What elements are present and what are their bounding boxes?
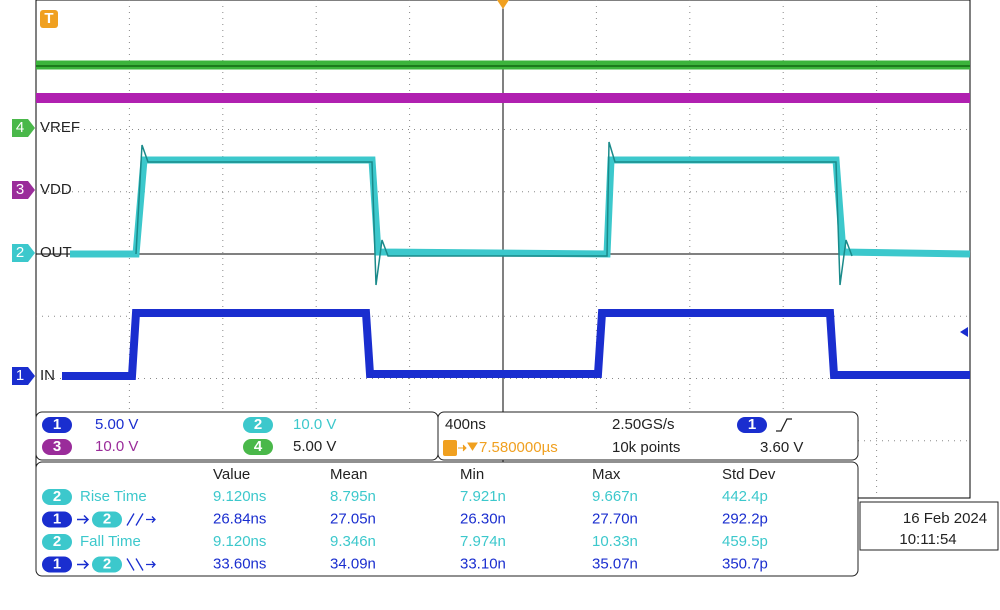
channel-badge-number: 2	[103, 555, 111, 572]
channel-scale: 5.00 V	[95, 416, 138, 433]
arrow	[77, 559, 90, 570]
measurement-value: 442.4p	[722, 488, 768, 505]
measurement-header: Value	[213, 466, 250, 483]
edge-glyph	[126, 513, 156, 526]
measurement-value: 26.30n	[460, 510, 506, 527]
measurement-value: 7.974n	[460, 533, 506, 550]
channel-badge-number: 3	[53, 438, 61, 455]
trigger-level: 3.60 V	[760, 439, 803, 456]
measurement-value: 27.70n	[592, 510, 638, 527]
trigger-badge	[40, 10, 58, 28]
channel-badge	[42, 511, 72, 528]
channel-marker-number: 2	[16, 244, 24, 261]
channel-badge	[42, 556, 72, 573]
measurement-value: 9.667n	[592, 488, 638, 505]
record-length: 10k points	[612, 439, 680, 456]
channel-marker	[12, 244, 35, 262]
measurement-label: Fall Time	[80, 533, 141, 550]
timestamp-box	[859, 501, 999, 551]
measurement-value: 350.7p	[722, 555, 768, 572]
edge-glyph	[126, 558, 156, 571]
channel-badge	[92, 511, 122, 528]
trigger-pos-icon	[443, 440, 457, 456]
time-per-div: 400ns	[445, 416, 486, 433]
measurement-label: Rise Time	[80, 488, 147, 505]
out-trace	[70, 156, 971, 258]
channel-badge	[42, 534, 72, 550]
arrow	[77, 514, 90, 525]
channel-marker-number: 1	[16, 367, 24, 384]
channel-scale: 10.0 V	[293, 416, 336, 433]
measurement-value: 35.07n	[592, 555, 638, 572]
channel-marker-number: 3	[16, 181, 24, 198]
channel-badge-number: 4	[254, 438, 263, 455]
channel-badge	[243, 417, 273, 433]
channel-label: VDD	[40, 181, 72, 198]
measurement-header: Mean	[330, 466, 368, 483]
channel-badge-number: 2	[103, 510, 111, 527]
channel-badge	[737, 417, 767, 433]
channel-badge	[92, 556, 122, 573]
channel-badge-number: 2	[254, 416, 262, 433]
measurement-value: 7.921n	[460, 488, 506, 505]
trigger-slope	[776, 418, 792, 432]
measurement-value: 34.09n	[330, 555, 376, 572]
measurement-value: 33.60ns	[213, 555, 266, 572]
channel-marker	[12, 119, 35, 137]
measurement-header: Max	[592, 466, 621, 483]
date: 16 Feb 2024	[903, 510, 987, 527]
measurement-value: 27.05n	[330, 510, 376, 527]
channel-badge-number: 1	[53, 510, 61, 527]
channel-scale: 5.00 V	[293, 438, 336, 455]
channel-badge	[243, 439, 273, 455]
measurement-panel	[35, 461, 859, 577]
trigger-time-marker	[497, 0, 509, 9]
channel-badge	[42, 439, 72, 455]
measurement-value: 292.2p	[722, 510, 768, 527]
channel-badge-number: 1	[53, 555, 61, 572]
channel-marker	[12, 181, 35, 199]
channel-badge-number: 1	[53, 416, 61, 433]
channel-badge	[42, 489, 72, 505]
measurement-value: 9.120ns	[213, 488, 266, 505]
in-trace	[62, 309, 970, 380]
channel-badge-number: 1	[748, 416, 756, 433]
measurement-value: 8.795n	[330, 488, 376, 505]
measurement-value: 10.33n	[592, 533, 638, 550]
channel-label: IN	[40, 367, 55, 384]
trigger-badge-label: T	[44, 10, 53, 27]
measurement-header: Min	[460, 466, 484, 483]
channel-label: OUT	[40, 244, 72, 261]
channel-badge	[42, 417, 72, 433]
channel-badge-number: 2	[53, 533, 61, 550]
measurement-value: 26.84ns	[213, 510, 266, 527]
measurement-header: Std Dev	[722, 466, 776, 483]
sample-rate: 2.50GS/s	[612, 416, 675, 433]
measurement-value: 9.120ns	[213, 533, 266, 550]
channel-label: VREF	[40, 119, 80, 136]
channel-marker	[12, 367, 35, 385]
channel-marker-number: 4	[16, 119, 24, 136]
measurement-value: 9.346n	[330, 533, 376, 550]
trigger-pos-arrow	[458, 442, 478, 452]
channel-badge-number: 2	[53, 488, 61, 505]
trigger-position: 7.580000µs	[479, 439, 558, 456]
time: 10:11:54	[899, 531, 956, 548]
measurement-value: 459.5p	[722, 533, 768, 550]
trigger-level-marker	[960, 327, 968, 337]
out-trace-ringing	[135, 141, 853, 286]
measurement-value: 33.10n	[460, 555, 506, 572]
channel-scale: 10.0 V	[95, 438, 138, 455]
